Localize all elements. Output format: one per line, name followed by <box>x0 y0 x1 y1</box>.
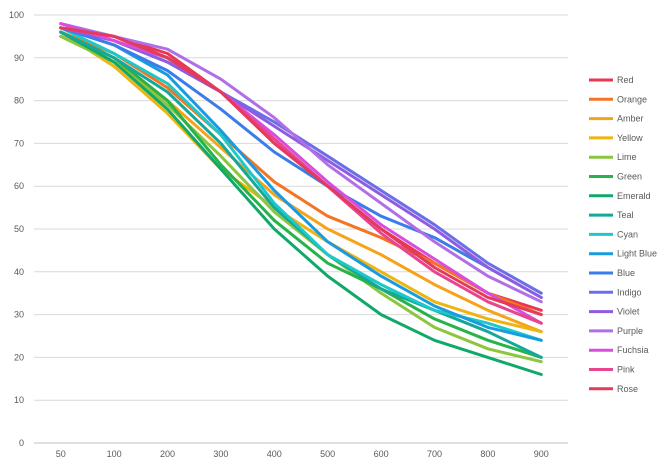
legend-item-indigo: Indigo <box>589 287 642 297</box>
series-line-blue <box>59 26 543 299</box>
legend-item-red: Red <box>589 75 634 85</box>
y-tick-label: 80 <box>14 96 24 106</box>
legend-item-yellow: Yellow <box>589 133 643 143</box>
gridlines <box>34 14 568 401</box>
legend-label: Pink <box>617 365 635 375</box>
legend-item-teal: Teal <box>589 210 634 220</box>
legend-label: Indigo <box>617 287 642 297</box>
x-tick-label: 50 <box>56 449 66 459</box>
series-line-light-blue <box>59 26 543 342</box>
legend-item-purple: Purple <box>589 326 643 336</box>
legend-label: Amber <box>617 114 644 124</box>
legend-label: Rose <box>617 384 638 394</box>
legend-item-green: Green <box>589 172 642 182</box>
legend-item-pink: Pink <box>589 365 635 375</box>
legend-item-violet: Violet <box>589 307 640 317</box>
y-tick-label: 20 <box>14 352 24 362</box>
x-tick-label: 300 <box>213 449 228 459</box>
x-tick-label: 600 <box>374 449 389 459</box>
x-tick-label: 500 <box>320 449 335 459</box>
x-tick-label: 900 <box>534 449 549 459</box>
y-tick-label: 30 <box>14 310 24 320</box>
legend-label: Violet <box>617 307 640 317</box>
series-line-emerald <box>59 30 543 376</box>
legend-item-rose: Rose <box>589 384 638 394</box>
legend: Red Orange Amber Yellow Lime Green Emerald Teal… <box>589 75 657 394</box>
legend-item-emerald: Emerald <box>589 191 651 201</box>
legend-label: Purple <box>617 326 643 336</box>
y-tick-label: 70 <box>14 138 24 148</box>
series-line-violet <box>59 26 543 299</box>
series-line-green <box>59 30 543 359</box>
y-tick-label: 60 <box>14 181 24 191</box>
legend-item-amber: Amber <box>589 114 644 124</box>
legend-label: Cyan <box>617 229 638 239</box>
x-axis-ticks: 50 100 200 300 400 500 600 700 800 900 <box>56 449 549 459</box>
x-tick-label: 700 <box>427 449 442 459</box>
y-axis-ticks: 0 10 20 30 40 50 60 70 80 90 100 <box>9 10 24 448</box>
legend-label: Lime <box>617 152 637 162</box>
series-line-fuchsia <box>59 22 543 325</box>
y-tick-label: 50 <box>14 224 24 234</box>
series-line-orange <box>59 30 543 317</box>
legend-label: Yellow <box>617 133 643 143</box>
legend-label: Red <box>617 75 634 85</box>
x-tick-label: 800 <box>480 449 495 459</box>
legend-item-cyan: Cyan <box>589 229 638 239</box>
legend-item-light-blue: Light Blue <box>589 249 657 259</box>
x-tick-label: 200 <box>160 449 175 459</box>
y-tick-label: 10 <box>14 395 24 405</box>
y-tick-label: 100 <box>9 10 24 20</box>
y-tick-label: 40 <box>14 267 24 277</box>
legend-item-fuchsia: Fuchsia <box>589 345 649 355</box>
y-tick-label: 0 <box>19 438 24 448</box>
y-tick-label: 90 <box>14 53 24 63</box>
series-line-yellow <box>59 30 543 334</box>
legend-label: Emerald <box>617 191 651 201</box>
series-line-purple <box>59 22 543 304</box>
legend-label: Fuchsia <box>617 345 649 355</box>
series-line-amber <box>59 34 543 334</box>
legend-item-lime: Lime <box>589 152 637 162</box>
series-line-rose <box>59 26 543 317</box>
x-tick-label: 100 <box>107 449 122 459</box>
series-lines <box>59 22 543 376</box>
legend-label: Green <box>617 172 642 182</box>
series-line-lime <box>59 34 543 364</box>
legend-item-orange: Orange <box>589 94 647 104</box>
legend-label: Teal <box>617 210 634 220</box>
legend-label: Light Blue <box>617 249 657 259</box>
series-line-teal <box>59 30 543 359</box>
legend-label: Blue <box>617 268 635 278</box>
legend-item-blue: Blue <box>589 268 635 278</box>
legend-label: Orange <box>617 94 647 104</box>
x-tick-label: 400 <box>267 449 282 459</box>
